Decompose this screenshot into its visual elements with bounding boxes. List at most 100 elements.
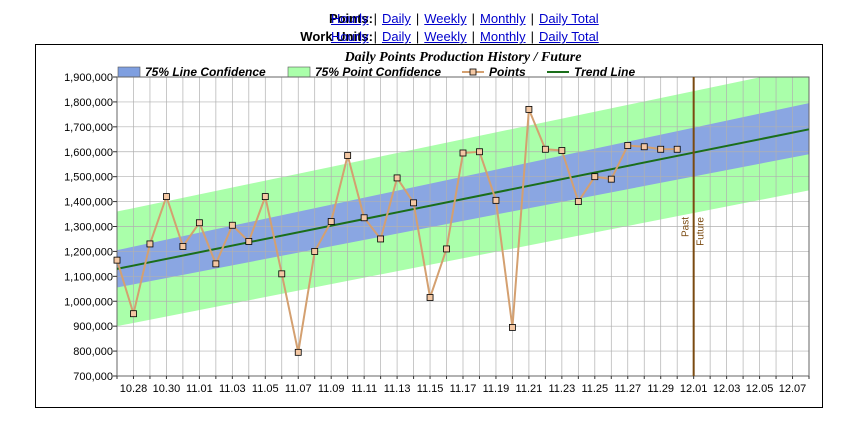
- points-links: Hourly | Daily | Weekly | Monthly | Daily Total: [331, 11, 599, 27]
- y-tick-label: 1,400,000: [64, 197, 113, 209]
- y-tick-label: 1,500,000: [64, 172, 113, 184]
- legend-label: 75% Point Confidence: [315, 65, 441, 79]
- point-marker: [558, 147, 566, 154]
- separator: |: [373, 29, 377, 44]
- point-marker: [179, 243, 187, 250]
- chart-title: Daily Points Production History / Future: [344, 50, 582, 65]
- y-tick-label: 1,200,000: [64, 246, 113, 258]
- work-units-monthly-link[interactable]: Monthly: [480, 29, 526, 44]
- points-label: Points:: [328, 11, 373, 26]
- points-monthly-link[interactable]: Monthly: [480, 11, 526, 26]
- x-tick-label: 11.29: [647, 383, 674, 395]
- chart-frame: Daily Points Production History / Future…: [35, 44, 823, 408]
- point-marker: [410, 199, 417, 207]
- x-tick-label: 11.19: [483, 383, 510, 395]
- past-label: Past: [681, 217, 692, 237]
- separator: |: [415, 11, 420, 26]
- work-units-weekly-link[interactable]: Weekly: [424, 29, 467, 44]
- x-tick-label: 11.11: [351, 383, 377, 395]
- x-tick-label: 12.01: [680, 383, 708, 395]
- x-tick-label: 12.03: [713, 383, 741, 395]
- point-marker: [294, 348, 302, 356]
- y-tick-label: 1,700,000: [64, 122, 113, 134]
- point-marker: [393, 174, 401, 182]
- x-tick-label: 11.01: [186, 383, 213, 395]
- point-marker: [509, 324, 516, 331]
- point-marker: [591, 173, 599, 181]
- point-marker: [574, 198, 582, 205]
- point-marker: [607, 175, 615, 183]
- x-tick-label: 10.30: [153, 383, 181, 395]
- x-tick-label: 11.07: [285, 383, 312, 395]
- x-tick-label: 11.09: [318, 383, 345, 395]
- point-marker: [146, 240, 154, 248]
- point-marker: [245, 238, 253, 245]
- point-marker: [130, 310, 137, 318]
- point-marker: [657, 145, 665, 153]
- y-tick-label: 800,000: [73, 346, 113, 358]
- x-tick-label: 11.15: [417, 383, 444, 395]
- work-units-links: Hourly | Daily | Weekly | Monthly | Daily Total: [331, 29, 599, 45]
- separator: |: [530, 11, 534, 26]
- point-marker: [476, 148, 483, 156]
- point-marker: [640, 143, 648, 151]
- point-marker: [344, 152, 352, 159]
- point-marker: [492, 196, 500, 204]
- point-marker: [541, 145, 549, 153]
- work-units-daily-total-link[interactable]: Daily Total: [538, 29, 599, 44]
- separator: |: [415, 29, 420, 44]
- separator: |: [471, 11, 476, 26]
- x-tick-label: 10.28: [120, 383, 148, 395]
- point-marker: [278, 270, 286, 278]
- legend-marker: [469, 68, 477, 76]
- x-tick-label: 11.27: [614, 383, 641, 395]
- separator: |: [373, 11, 377, 26]
- separator: |: [471, 29, 476, 44]
- x-tick-label: 12.05: [746, 383, 774, 395]
- point-marker: [311, 248, 319, 255]
- point-marker: [525, 105, 533, 113]
- point-marker: [443, 245, 450, 253]
- point-marker: [377, 235, 385, 243]
- legend-swatch: [287, 66, 311, 78]
- x-tick-label: 11.25: [581, 383, 608, 395]
- point-marker: [327, 218, 335, 225]
- point-marker: [113, 256, 121, 264]
- x-tick-label: 11.03: [219, 383, 246, 395]
- point-marker: [163, 193, 170, 201]
- legend-swatch: [117, 66, 141, 78]
- points-daily-total-link[interactable]: Daily Total: [538, 11, 599, 26]
- y-tick-label: 700,000: [73, 371, 113, 383]
- x-tick-label: 11.13: [384, 383, 411, 395]
- legend-label: 75% Line Confidence: [145, 65, 266, 79]
- point-marker: [459, 149, 467, 157]
- points-hourly-link[interactable]: Hourly: [331, 11, 369, 26]
- separator: |: [530, 29, 534, 44]
- legend-label: Points: [489, 65, 526, 79]
- point-marker: [228, 221, 236, 229]
- y-tick-label: 1,800,000: [64, 97, 113, 109]
- work-units-label: Work Units:: [300, 29, 373, 44]
- y-tick-label: 1,600,000: [64, 147, 113, 159]
- x-tick-label: 11.17: [450, 383, 477, 395]
- point-marker: [673, 145, 681, 153]
- points-daily-link[interactable]: Daily: [381, 11, 411, 26]
- point-marker: [360, 214, 368, 222]
- points-weekly-link[interactable]: Weekly: [424, 11, 467, 26]
- work-units-hourly-link[interactable]: Hourly: [331, 29, 369, 44]
- x-tick-label: 11.23: [548, 383, 575, 395]
- point-marker: [261, 193, 269, 201]
- future-label: Future: [696, 217, 707, 246]
- point-marker: [195, 219, 203, 227]
- points-history-chart: Daily Points Production History / Future…: [64, 50, 810, 395]
- x-tick-label: 11.05: [252, 383, 279, 395]
- point-marker: [624, 142, 632, 149]
- work-units-daily-link[interactable]: Daily: [381, 29, 411, 44]
- y-tick-label: 1,000,000: [64, 296, 113, 308]
- x-tick-label: 12.07: [779, 383, 807, 395]
- y-tick-label: 1,300,000: [64, 222, 113, 234]
- y-tick-label: 1,900,000: [64, 72, 113, 84]
- legend-label: Trend Line: [574, 65, 635, 79]
- point-marker: [212, 260, 220, 268]
- point-marker: [426, 294, 434, 301]
